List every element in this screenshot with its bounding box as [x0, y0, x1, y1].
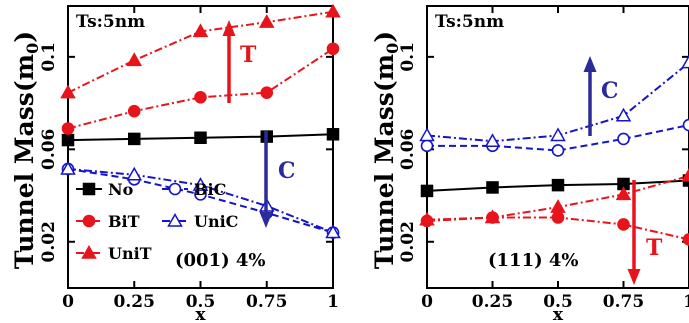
y-axis-label-close: ): [370, 31, 399, 43]
ts-annotation: Ts:5nm: [76, 12, 145, 32]
data-point-bic: [617, 132, 630, 146]
y-axis-label-close: ): [10, 31, 39, 43]
arrow-up-label: T: [240, 42, 257, 68]
arrow-down-head: [259, 212, 273, 228]
arrow-down-label: C: [278, 158, 296, 184]
data-point-bit: [617, 218, 630, 231]
x-tick-label: 0.5: [543, 292, 573, 312]
data-point-no: [61, 133, 75, 147]
y-axis-label-main: Tunnel Mass(m: [370, 54, 399, 269]
data-point-unit: [615, 186, 632, 201]
data-point-no: [194, 131, 207, 145]
orientation-annotation: (001) 4%: [175, 250, 266, 271]
series-line-bit: [67, 47, 334, 130]
data-point-unit: [681, 167, 689, 182]
orientation-annotation: (111) 4%: [488, 250, 579, 271]
data-point-unit: [60, 84, 76, 99]
y-tick-label: 0.02: [39, 221, 59, 262]
data-point-no: [128, 132, 141, 146]
legend-label-no: No: [108, 180, 134, 199]
x-tick-label: 0.25: [472, 292, 513, 312]
legend-marker-bit: [82, 214, 96, 228]
data-point-unic: [484, 133, 501, 147]
data-point-bit: [551, 211, 565, 224]
y-tick-label: 0.1: [398, 42, 418, 72]
legend-label-unic: UniC: [194, 212, 238, 231]
legend-marker-bic: [168, 182, 182, 196]
legend-label-unit: UniT: [108, 244, 152, 263]
data-point-unic: [60, 160, 76, 175]
x-tick-label: 0: [62, 292, 74, 312]
ts-annotation: Ts:5nm: [435, 12, 504, 32]
x-tick-label: 0.25: [114, 292, 155, 312]
x-axis-label: x: [195, 305, 206, 323]
x-tick-label: 0.75: [603, 292, 644, 312]
legend-marker-unit: [81, 244, 97, 259]
data-point-unit: [258, 14, 275, 28]
data-point-bit: [61, 122, 75, 135]
y-axis-label: Tunnel Mass(m0): [370, 31, 402, 269]
y-axis-label-main: Tunnel Mass(m: [10, 54, 39, 269]
data-point-unit: [484, 209, 501, 224]
data-point-unic: [681, 54, 689, 69]
legend-marker-no: [82, 182, 96, 196]
data-point-bic: [682, 118, 689, 132]
data-point-bit: [194, 91, 207, 104]
data-point-unit: [325, 3, 341, 18]
y-tick-label: 0.02: [398, 221, 418, 262]
data-point-bit: [127, 104, 141, 118]
data-point-bit: [682, 233, 689, 246]
data-point-unic: [325, 224, 341, 239]
data-point-no: [420, 184, 434, 198]
data-point-bic: [551, 144, 565, 157]
data-point-unic: [550, 127, 566, 142]
arrow-down-label: T: [646, 235, 663, 261]
arrow-down-head: [627, 269, 641, 285]
data-point-unic: [192, 177, 209, 191]
data-point-unic: [126, 166, 143, 181]
data-point-no: [551, 178, 565, 192]
x-tick-label: 0.75: [246, 292, 287, 312]
data-point-unic: [419, 127, 435, 142]
x-axis-label: x: [553, 305, 564, 323]
y-tick-label: 0.06: [39, 129, 59, 170]
data-point-no: [486, 181, 499, 194]
x-tick-label: 1: [683, 292, 689, 312]
legend-marker-unic: [167, 212, 183, 227]
legend-label-bit: BiT: [108, 212, 140, 231]
y-axis-label-subscript: 0: [383, 43, 402, 54]
y-tick-label: 0.06: [398, 129, 418, 170]
legend: No BiC BiT UniC UniT: [76, 180, 238, 263]
arrow-up-head: [222, 20, 236, 36]
data-point-no: [326, 128, 340, 141]
data-point-unit: [550, 199, 566, 213]
y-axis-label: Tunnel Mass(m0): [10, 31, 42, 269]
y-axis-label-subscript: 0: [23, 43, 42, 54]
data-point-unit: [126, 52, 143, 67]
data-point-bit: [260, 86, 274, 99]
data-point-unic: [615, 107, 632, 122]
arrow-up-label: C: [601, 78, 619, 104]
arrow-up-head: [583, 56, 597, 72]
data-point-bic: [420, 139, 434, 153]
data-point-unit: [192, 23, 209, 38]
legend-label-bic: BiC: [194, 180, 226, 199]
data-point-unit: [419, 211, 435, 226]
x-tick-label: 0: [421, 292, 433, 312]
data-point-bit: [326, 42, 340, 56]
x-tick-label: 1: [327, 292, 339, 312]
y-tick-label: 0.1: [39, 42, 59, 72]
x-tick-label: 0.5: [186, 292, 216, 312]
